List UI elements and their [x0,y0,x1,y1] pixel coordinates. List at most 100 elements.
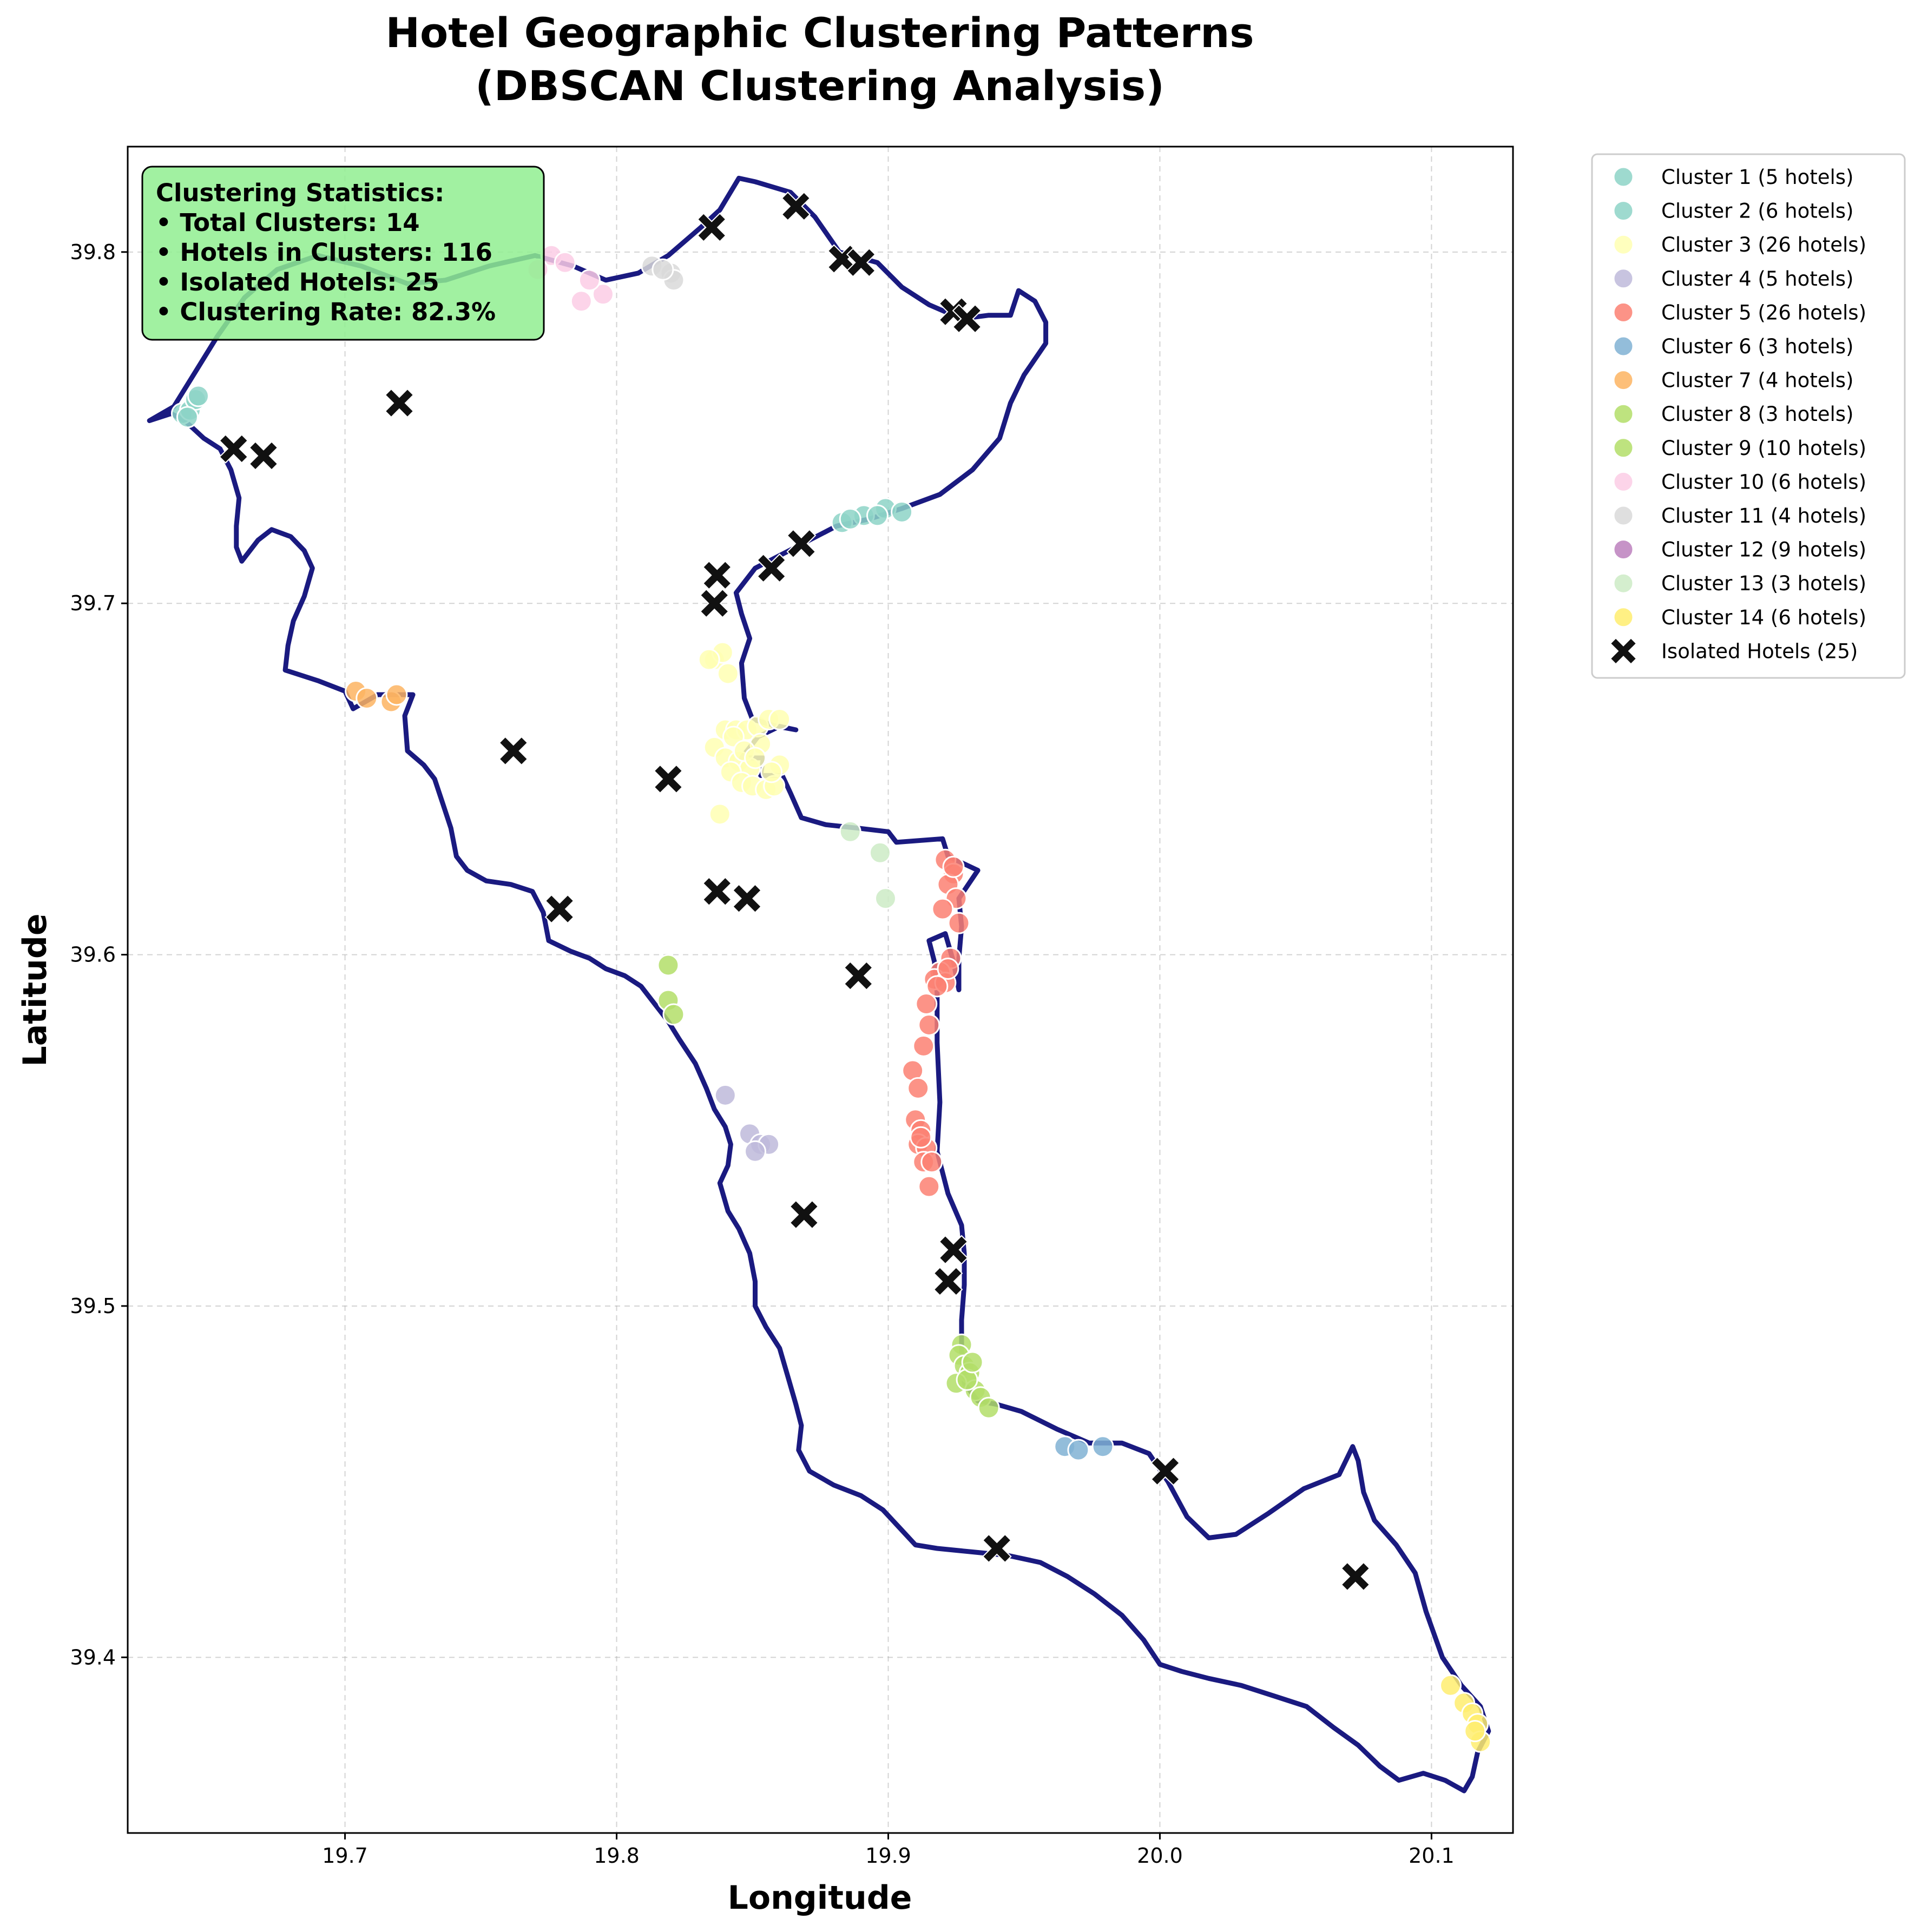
isolated-hotel-marker [699,588,729,618]
hotel-point [554,251,576,274]
x-tick-label: 19.8 [594,1844,640,1868]
hotel-point [578,269,601,292]
x-tick-label: 20.1 [1409,1844,1455,1868]
legend-marker [1613,200,1634,222]
isolated-hotel-marker [781,191,811,221]
isolated-hotel-marker [732,883,762,914]
hotel-point [937,958,959,980]
isolated-hotel-marker [846,247,876,278]
isolated-hotel-marker [696,212,727,242]
hotel-point [910,1126,932,1149]
chart-title-line-2: (DBSCAN Clustering Analysis) [475,62,1165,110]
hotel-point [915,992,938,1015]
legend-marker [1613,335,1634,357]
legend-marker [1613,539,1634,561]
hotel-point [708,803,731,826]
hotel-point [918,1013,940,1036]
isolated-hotel-marker [498,736,529,766]
legend-marker [1613,370,1634,391]
hotel-point [744,747,767,769]
hotel-point [918,1175,940,1198]
hotel-point [187,385,210,407]
x-axis-label: Longitude [728,1879,912,1917]
legend-label: Cluster 2 (6 hotels) [1661,200,1853,223]
legend-label: Cluster 1 (5 hotels) [1661,166,1853,189]
hotel-point [866,504,889,527]
hotel-point [942,855,965,878]
hotel-point [907,1077,930,1099]
hotel-point [920,1151,943,1173]
hotel-point [874,887,897,910]
stats-line-4: • Isolated Hotels: 25 [156,268,439,296]
legend-label: Cluster 10 (6 hotels) [1661,470,1866,493]
hotel-point [869,841,891,864]
stats-line-1: Clustering Statistics: [156,179,444,207]
legend-label: Cluster 7 (4 hotels) [1661,369,1853,392]
isolated-hotel-marker [843,961,873,991]
hotel-point [1067,1439,1090,1461]
legend-label: Cluster 13 (3 hotels) [1661,572,1866,595]
isolated-hotel-marker [952,304,982,334]
stats-line-5: • Clustering Rate: 82.3% [156,298,496,326]
hotel-point [1091,1435,1114,1458]
hotel-point [652,258,674,281]
legend-marker [1613,403,1634,425]
isolated-hotel-marker [248,441,279,471]
legend-isolated-marker [1609,637,1637,665]
legend-label: Cluster 3 (26 hotels) [1661,233,1866,256]
hotel-point [768,708,791,730]
chart-title-line-1: Hotel Geographic Clustering Patterns [385,9,1254,57]
legend-marker [1613,234,1634,255]
isolated-hotel-marker [544,894,575,924]
hotel-point [662,1003,685,1026]
coastline-outline [147,175,1491,1793]
hotel-point [1439,1674,1462,1697]
hotel-point [591,283,614,306]
x-tick-label: 19.9 [865,1844,911,1868]
x-tick-label: 20.0 [1137,1844,1183,1868]
isolated-hotel-marker [982,1533,1012,1564]
hotel-point [977,1396,1000,1419]
hotel-point [760,761,783,783]
legend-marker [1613,471,1634,492]
isolated-hotel-marker [1340,1561,1371,1592]
hotel-point [657,954,680,977]
hotel-point [570,290,593,313]
y-axis-ticks: 39.4 39.5 39.6 39.7 39.8 [70,240,128,1669]
hotel-point [931,898,954,920]
isolated-hotel-markers [219,191,1371,1592]
isolated-hotel-marker [756,553,787,583]
legend-marker [1613,505,1634,526]
legend-marker [1613,572,1634,594]
y-axis-label: Latitude [16,913,54,1066]
statistics-box: Clustering Statistics: • Total Clusters:… [141,166,545,341]
x-axis-ticks: 19.7 19.8 19.9 20.0 20.1 [322,1833,1455,1868]
y-tick-label: 39.7 [70,591,116,615]
legend-marker [1613,166,1634,188]
hotel-point [714,1084,736,1106]
isolated-hotel-marker [384,388,415,418]
y-tick-label: 39.6 [70,943,116,967]
isolated-hotel-marker [789,1199,819,1230]
isolated-hotel-marker [786,529,817,559]
isolated-hotel-marker [653,764,683,794]
legend-marker [1613,268,1634,289]
legend-frame [1591,153,1906,679]
hotel-point [356,687,378,710]
isolated-hotel-marker [702,560,732,590]
legend-label: Cluster 6 (3 hotels) [1661,335,1853,358]
legend-label: Cluster 8 (3 hotels) [1661,403,1853,426]
hotel-point [716,662,739,685]
legend-label: Cluster 12 (9 hotels) [1661,538,1866,562]
hotel-point [698,648,720,671]
isolated-hotel-marker [933,1267,963,1296]
hotel-point [839,820,861,843]
legend: Cluster 1 (5 hotels) Cluster 2 (6 hotels)… [1591,153,1906,679]
legend-label: Cluster 11 (4 hotels) [1661,504,1866,527]
hotel-point [1464,1720,1486,1743]
legend-marker [1613,301,1634,323]
x-tick-label: 19.7 [322,1844,368,1868]
plot-frame [127,146,1514,1834]
isolated-hotel-marker [219,434,249,464]
